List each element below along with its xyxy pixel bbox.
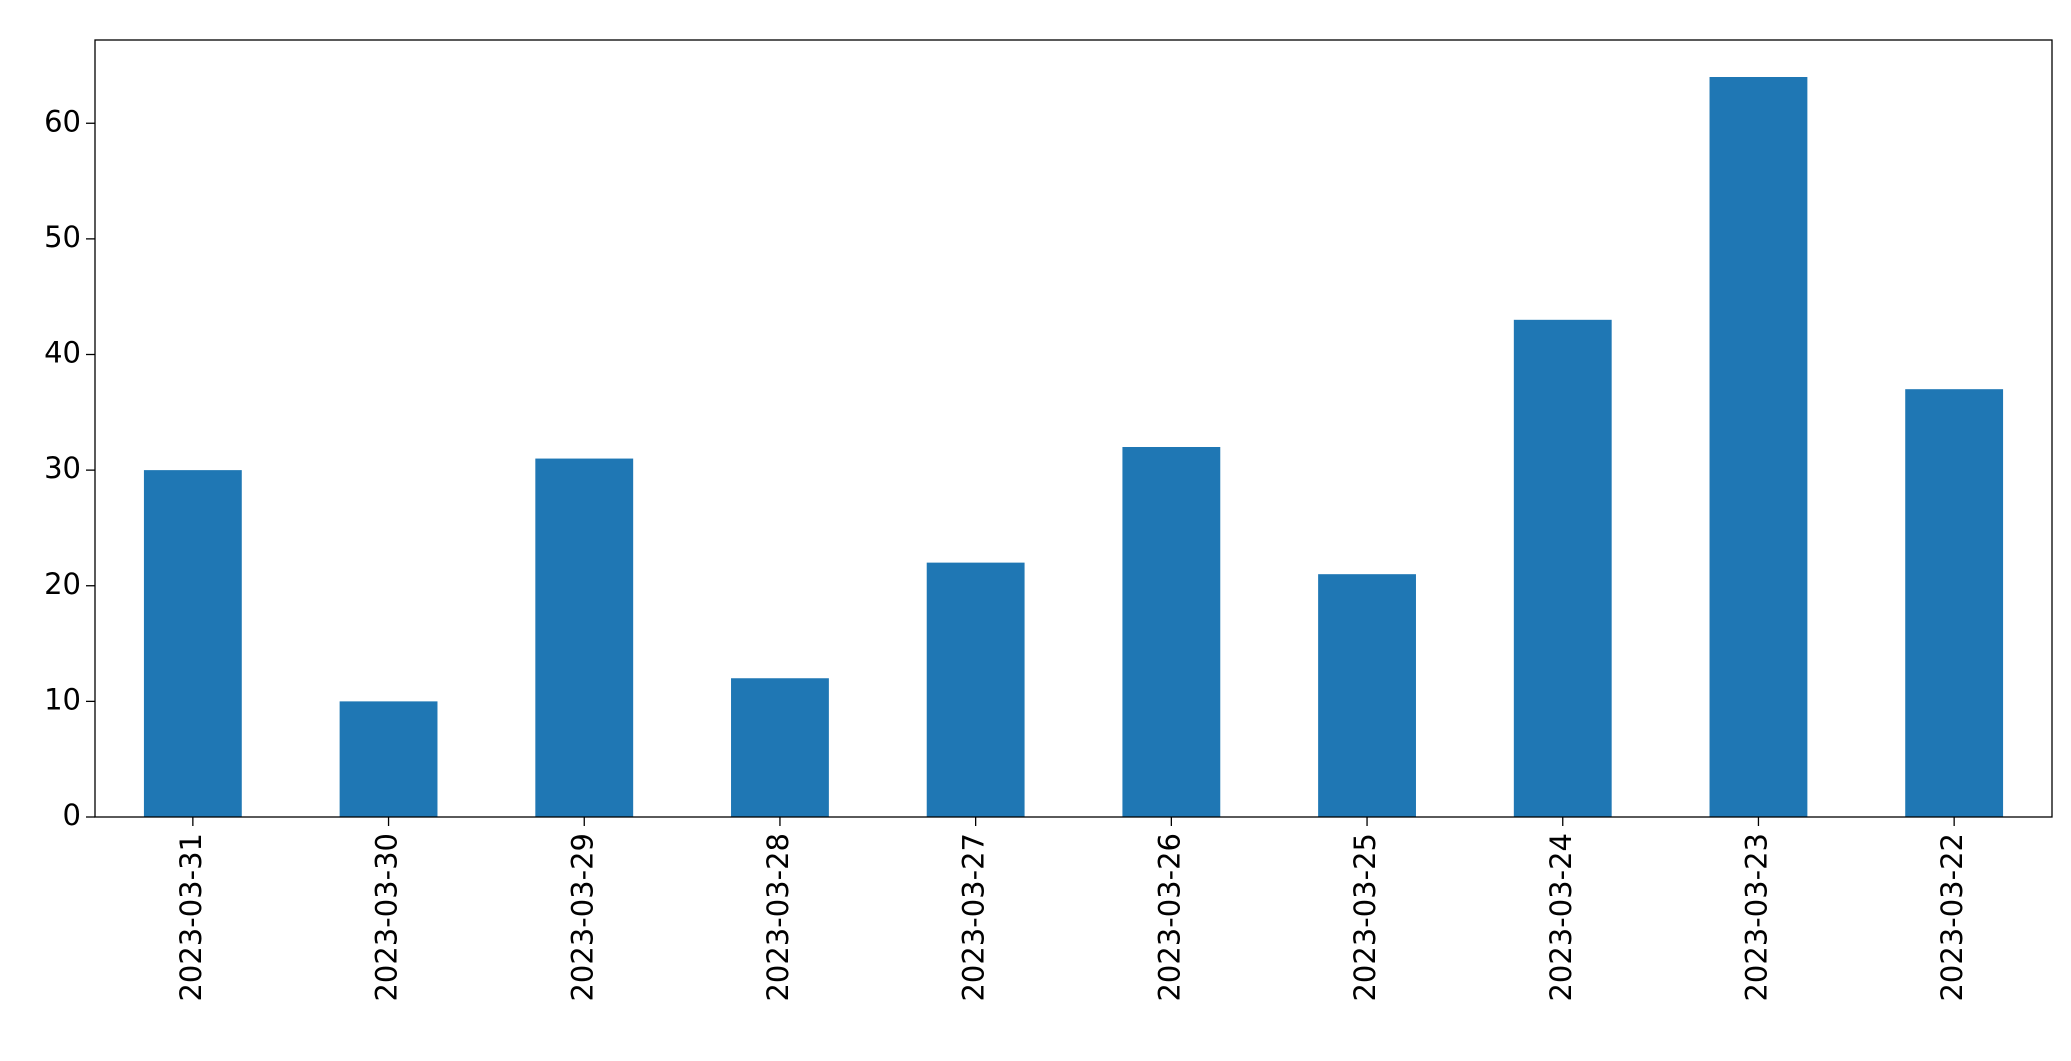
x-tick-label: 2023-03-31 <box>174 833 208 1002</box>
y-tick-label: 20 <box>44 567 81 601</box>
bar <box>1905 389 2004 817</box>
x-tick-label: 2023-03-27 <box>957 833 991 1002</box>
bar <box>143 470 242 817</box>
x-tick-label: 2023-03-23 <box>1739 833 1773 1002</box>
y-tick-label: 60 <box>44 104 81 138</box>
bar <box>339 701 438 817</box>
x-tick-label: 2023-03-30 <box>370 833 404 1002</box>
bar <box>1122 447 1221 817</box>
bar <box>1513 319 1612 817</box>
bar <box>535 458 634 817</box>
y-tick-label: 10 <box>44 682 81 716</box>
x-tick-label: 2023-03-25 <box>1348 833 1382 1002</box>
x-tick-label: 2023-03-22 <box>1935 833 1969 1002</box>
bar <box>926 562 1025 817</box>
bar <box>1318 574 1416 817</box>
bar <box>731 678 829 817</box>
y-tick-label: 30 <box>44 451 81 485</box>
plot-frame <box>94 39 2053 818</box>
y-tick-label: 50 <box>44 220 81 254</box>
x-tick-label: 2023-03-24 <box>1544 833 1578 1002</box>
x-tick-label: 2023-03-26 <box>1152 833 1186 1002</box>
y-tick-label: 0 <box>63 798 81 832</box>
y-tick-label: 40 <box>44 336 81 370</box>
bar <box>1709 77 1808 817</box>
x-tick-label: 2023-03-28 <box>761 833 795 1002</box>
x-tick-label: 2023-03-29 <box>565 833 599 1002</box>
